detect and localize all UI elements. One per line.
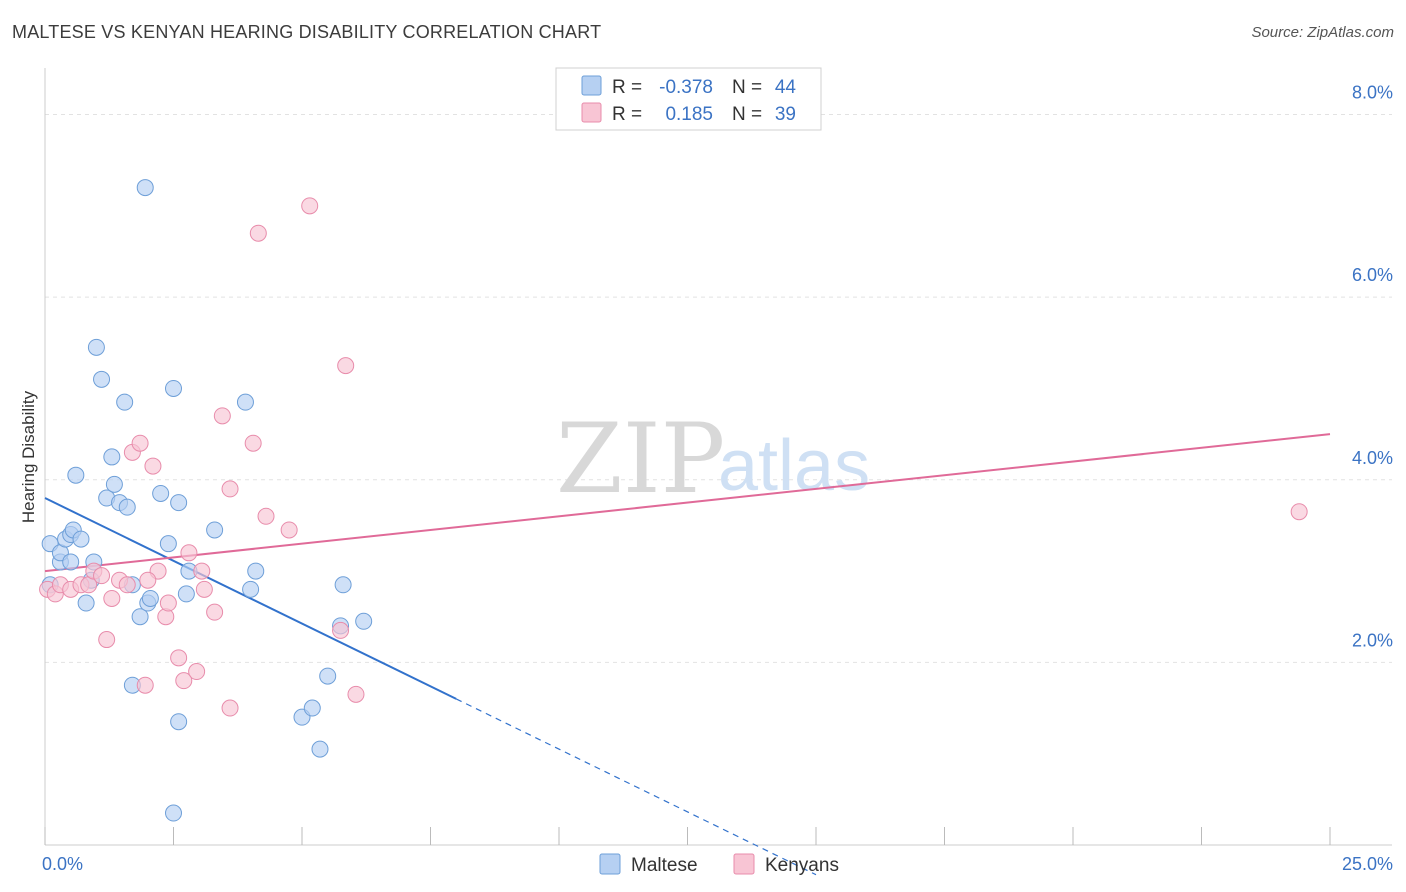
y-tick-label: 4.0%	[1352, 448, 1393, 468]
data-point-kenyan	[98, 631, 116, 649]
data-point-maltese	[152, 484, 170, 502]
data-point-maltese	[159, 535, 177, 553]
legend-n-label: N =	[732, 77, 762, 98]
data-point-kenyan	[180, 544, 198, 562]
data-point-kenyan	[93, 567, 111, 585]
data-point-kenyan	[257, 507, 275, 525]
trend-line-kenyan	[44, 433, 1331, 573]
data-point-kenyan	[332, 621, 350, 639]
data-point-kenyan	[136, 676, 154, 694]
series-legend-swatch-kenyan	[733, 853, 755, 875]
data-point-kenyan	[221, 699, 239, 717]
legend-n-value-maltese: 44	[775, 77, 797, 98]
data-point-maltese	[165, 804, 182, 822]
legend-r-label: R =	[612, 104, 642, 125]
data-point-maltese	[62, 553, 80, 571]
legend-n-value-kenyan: 39	[775, 104, 796, 125]
data-point-maltese	[355, 612, 373, 630]
data-point-maltese	[67, 466, 85, 484]
data-point-kenyan	[244, 434, 262, 452]
data-point-maltese	[311, 740, 329, 758]
x-tick-label-max: 25.0%	[1342, 854, 1393, 874]
series-legend-label-kenyan: Kenyans	[765, 855, 839, 876]
trend-line-maltese	[44, 497, 457, 700]
series-legend: Maltese Kenyans	[599, 853, 839, 876]
x-tick-label-min: 0.0%	[42, 854, 83, 874]
data-point-kenyan	[347, 685, 365, 703]
y-axis-label: Hearing Disability	[19, 390, 38, 523]
y-tick-label: 8.0%	[1352, 83, 1393, 103]
data-point-maltese	[93, 370, 111, 388]
y-tick-label: 6.0%	[1352, 265, 1393, 285]
data-point-kenyan	[159, 594, 177, 612]
trend-line-extension-maltese	[455, 698, 817, 876]
data-point-maltese	[206, 521, 224, 539]
data-point-kenyan	[249, 224, 267, 242]
watermark-zip: ZIP	[556, 403, 725, 515]
data-point-kenyan	[144, 457, 162, 475]
data-point-maltese	[242, 580, 260, 598]
watermark-atlas: atlas	[718, 426, 870, 506]
data-point-maltese	[72, 530, 90, 548]
data-point-kenyan	[213, 407, 231, 425]
data-point-kenyan	[195, 580, 213, 598]
data-point-kenyan	[118, 576, 136, 594]
data-point-maltese	[136, 179, 154, 197]
legend-swatch-kenyan	[581, 102, 602, 123]
legend-swatch-maltese	[581, 75, 602, 96]
data-point-kenyan	[188, 663, 206, 681]
trend-lines	[44, 433, 1331, 876]
data-point-kenyan	[175, 672, 193, 690]
axes: 2.0% 4.0% 6.0% 8.0% 0.0% 25.0%	[42, 68, 1393, 874]
data-point-maltese	[177, 585, 195, 603]
chart-title: MALTESE VS KENYAN HEARING DISABILITY COR…	[12, 22, 602, 42]
data-point-maltese	[103, 448, 121, 466]
data-point-kenyan	[1290, 503, 1308, 521]
data-point-maltese	[141, 589, 159, 607]
data-point-kenyan	[139, 571, 157, 589]
legend-r-value-kenyan: 0.185	[665, 104, 713, 125]
legend-r-value-maltese: -0.378	[659, 77, 713, 98]
source-credit: Source: ZipAtlas.com	[1251, 24, 1394, 41]
data-point-kenyan	[170, 649, 188, 667]
data-point-maltese	[105, 475, 123, 493]
data-point-maltese	[236, 393, 254, 411]
data-point-maltese	[247, 562, 265, 580]
data-point-kenyan	[103, 589, 121, 607]
data-point-maltese	[77, 594, 95, 612]
data-point-maltese	[303, 699, 321, 717]
data-point-maltese	[165, 379, 182, 397]
series-legend-label-maltese: Maltese	[631, 855, 698, 876]
watermark: ZIP atlas	[556, 403, 870, 515]
data-point-maltese	[334, 576, 352, 594]
data-points	[39, 179, 1308, 822]
data-point-kenyan	[280, 521, 298, 539]
series-legend-swatch-maltese	[599, 853, 621, 875]
data-point-maltese	[319, 667, 337, 685]
data-point-kenyan	[131, 434, 149, 452]
y-tick-label: 2.0%	[1352, 630, 1393, 650]
data-point-maltese	[131, 608, 149, 626]
grid-lines	[45, 114, 1392, 663]
legend-n-label: N =	[732, 104, 762, 125]
data-point-kenyan	[301, 197, 319, 215]
data-point-maltese	[170, 713, 188, 731]
data-point-maltese	[170, 494, 188, 512]
data-point-kenyan	[193, 562, 211, 580]
data-point-maltese	[116, 393, 134, 411]
data-point-maltese	[87, 338, 105, 356]
data-point-kenyan	[206, 603, 224, 621]
legend-r-label: R =	[612, 77, 642, 98]
data-point-maltese	[118, 498, 136, 516]
correlation-legend: R = -0.378 N = 44 R = 0.185 N = 39	[555, 67, 822, 131]
data-point-kenyan	[221, 480, 239, 498]
data-point-kenyan	[337, 357, 355, 375]
